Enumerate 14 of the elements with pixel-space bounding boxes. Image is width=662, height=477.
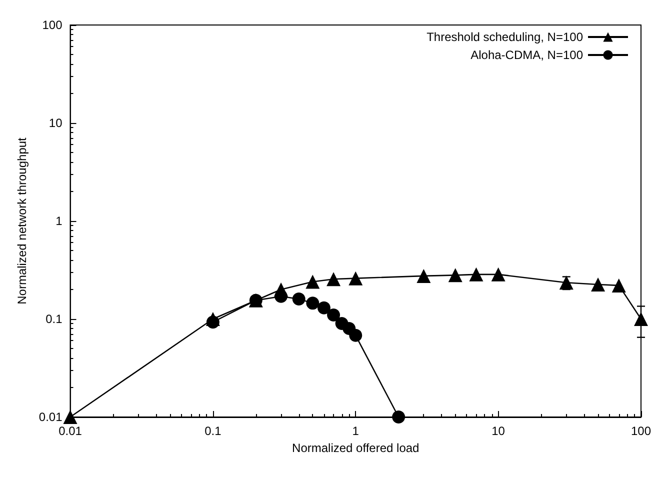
- y-tick-label: 0.1: [46, 312, 63, 326]
- y-axis-title: Normalized network throughput: [15, 136, 29, 304]
- x-tick-label: 10: [492, 424, 506, 438]
- x-tick-label: 1: [352, 424, 360, 438]
- y-tick-label: 1: [56, 214, 63, 228]
- y-tick-label: 0.01: [38, 410, 63, 424]
- x-tick-label: 100: [630, 424, 652, 438]
- y-tick-label: 100: [42, 18, 63, 32]
- x-axis-title: Normalized offered load: [292, 441, 420, 455]
- legend-label: Aloha-CDMA, N=100: [470, 48, 584, 62]
- x-tick-label: 0.1: [204, 424, 222, 438]
- legend-label: Threshold scheduling, N=100: [426, 30, 584, 44]
- y-tick-label: 10: [48, 116, 63, 130]
- x-tick-label: 0.01: [58, 424, 82, 438]
